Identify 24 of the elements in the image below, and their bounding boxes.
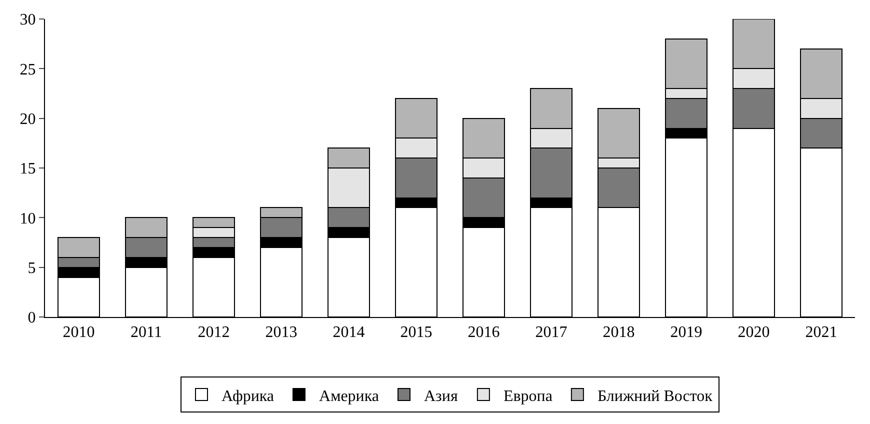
x-tick-label: 2014 — [332, 324, 365, 342]
y-tick-label: 5 — [28, 260, 36, 277]
y-tick-label: 30 — [20, 12, 36, 29]
y-tick-label: 0 — [28, 310, 36, 327]
x-tick-label: 2019 — [670, 324, 702, 342]
x-tick-label: 2017 — [535, 324, 568, 342]
y-tick-label: 20 — [20, 110, 36, 128]
x-tick-label: 2018 — [602, 324, 635, 342]
x-tick-label: 2010 — [62, 324, 95, 342]
legend-label: Ближний Восток — [597, 388, 713, 405]
x-tick-label: 2011 — [130, 324, 162, 342]
x-tick-label: 2016 — [468, 324, 500, 342]
x-tick-label: 2015 — [400, 324, 432, 342]
legend-label: Европа — [503, 388, 552, 405]
x-tick-label: 2013 — [265, 324, 298, 342]
y-tick-label: 10 — [20, 210, 36, 228]
legend-label: Америка — [319, 388, 379, 405]
legend-label: Африка — [222, 388, 274, 405]
x-tick-label: 2021 — [805, 324, 838, 342]
x-tick-label: 2020 — [738, 324, 770, 342]
y-tick-label: 15 — [20, 160, 36, 178]
x-tick-label: 2012 — [198, 324, 230, 342]
legend-label: Азия — [424, 388, 458, 405]
y-tick-label: 25 — [20, 61, 36, 78]
